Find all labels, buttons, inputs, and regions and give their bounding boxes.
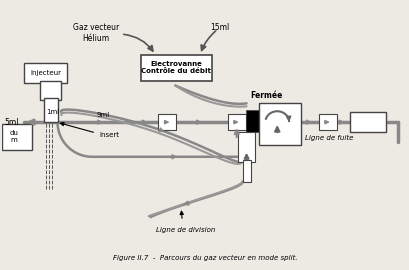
Text: Electrovanne
Contrôle du débit: Electrovanne Contrôle du débit	[141, 61, 211, 74]
Text: Fermée: Fermée	[249, 91, 282, 100]
Text: Insert: Insert	[99, 132, 119, 138]
Text: Gaz vecteur
Hélium: Gaz vecteur Hélium	[73, 23, 119, 43]
Text: Figure II.7  -  Parcours du gaz vecteur en mode split.: Figure II.7 - Parcours du gaz vecteur en…	[112, 255, 297, 261]
Bar	[237, 132, 255, 162]
Bar	[242, 160, 250, 181]
Text: Injecteur: Injecteur	[30, 70, 61, 76]
Bar	[259, 103, 300, 145]
Text: 15ml: 15ml	[210, 23, 229, 32]
Text: Ligne de fuite: Ligne de fuite	[304, 135, 352, 141]
Text: 9ml: 9ml	[96, 112, 109, 118]
Bar	[44, 98, 57, 122]
Text: Ligne de division: Ligne de division	[155, 227, 214, 233]
Bar	[350, 112, 385, 132]
Bar	[318, 114, 336, 130]
Bar	[245, 110, 259, 132]
Bar	[40, 80, 61, 100]
Bar	[158, 114, 176, 130]
Bar	[227, 114, 245, 130]
Bar	[2, 124, 32, 150]
Bar	[24, 63, 67, 83]
Text: 5ml: 5ml	[5, 118, 19, 127]
Text: 1ml: 1ml	[46, 109, 59, 115]
Text: du
m: du m	[10, 130, 19, 143]
Bar	[140, 55, 211, 80]
